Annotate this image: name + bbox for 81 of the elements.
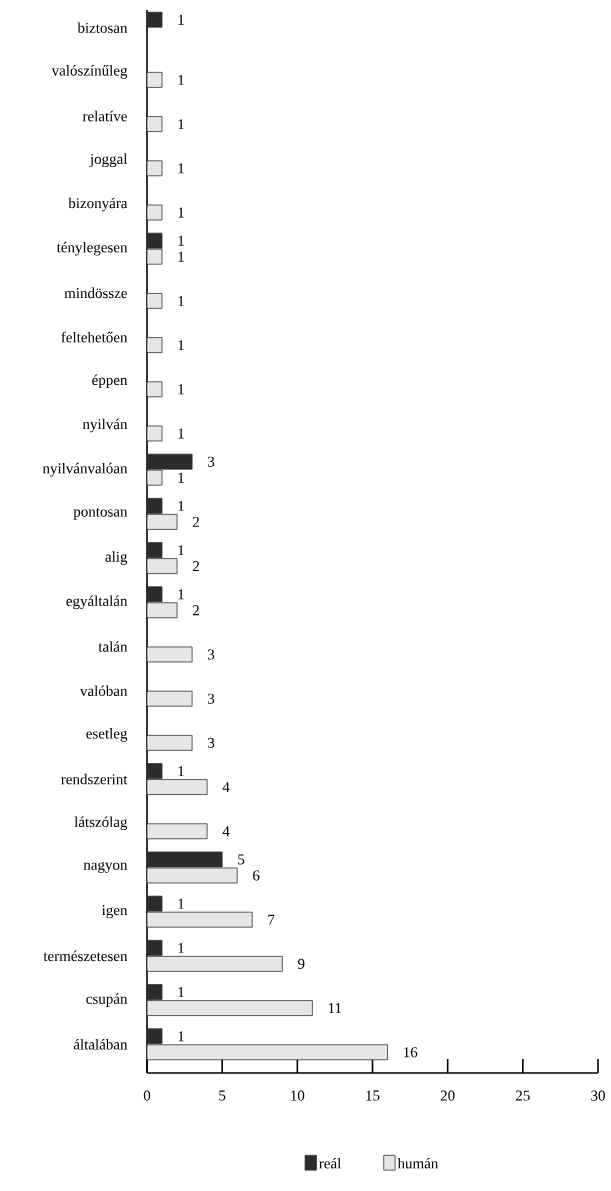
data-label: 1 xyxy=(178,545,184,556)
data-label: 2 xyxy=(192,516,199,527)
y-tick-label: egyáltalán xyxy=(66,595,128,610)
data-label: 1 xyxy=(178,14,184,25)
legend-label: reál xyxy=(319,1157,342,1169)
y-tick-label: valószínűleg xyxy=(51,65,128,79)
x-tick-label: 25 xyxy=(515,1090,530,1101)
data-label: 3 xyxy=(208,737,215,748)
x-tick-label: 20 xyxy=(440,1090,455,1101)
data-label: 1 xyxy=(178,1031,184,1042)
y-tick-label: pontosan xyxy=(73,508,128,520)
data-label: 1 xyxy=(178,942,184,953)
data-label: 3 xyxy=(208,649,215,660)
y-tick-label: ténylegesen xyxy=(56,241,128,256)
y-tick-label: éppen xyxy=(92,374,128,389)
y-tick-label: nyilván xyxy=(82,418,128,433)
y-tick-label: nyilvánvalóan xyxy=(42,462,128,477)
y-tick-label: rendszerint xyxy=(61,773,128,785)
y-tick-label: mindössze xyxy=(64,287,127,299)
bar xyxy=(146,204,163,221)
y-tick-label: nagyon xyxy=(83,862,128,873)
data-label: 1 xyxy=(178,589,184,600)
y-tick-label: joggal xyxy=(89,153,128,168)
data-label: 5 xyxy=(238,854,245,865)
bar xyxy=(146,337,163,353)
data-label: 1 xyxy=(178,500,184,511)
data-label: 11 xyxy=(328,1003,342,1014)
bar xyxy=(146,11,163,28)
data-label: 1 xyxy=(178,235,184,246)
data-label: 1 xyxy=(178,472,184,483)
data-label: 4 xyxy=(222,826,230,837)
data-label: 1 xyxy=(178,340,184,351)
x-tick-label: 5 xyxy=(219,1090,226,1101)
y-tick-label: biztosan xyxy=(77,22,128,33)
y-tick-label: relatíve xyxy=(82,110,127,122)
x-tick-label: 30 xyxy=(591,1090,605,1101)
bar xyxy=(146,160,163,177)
y-tick-label: alig xyxy=(105,551,128,565)
y-tick-label: csupán xyxy=(86,993,128,1007)
bar xyxy=(146,734,193,751)
y-tick-label: látszólag xyxy=(74,816,128,831)
data-label: 6 xyxy=(253,870,260,881)
data-label: 1 xyxy=(178,207,184,218)
data-label: 1 xyxy=(178,987,184,998)
y-tick-label: feltehetően xyxy=(61,331,128,343)
bar xyxy=(146,71,163,88)
bar xyxy=(146,381,163,398)
x-tick-label: 0 xyxy=(143,1090,151,1101)
data-label: 4 xyxy=(222,782,230,793)
bar xyxy=(146,292,163,309)
data-label: 7 xyxy=(268,914,275,925)
data-label: 3 xyxy=(208,456,215,467)
data-label: 1 xyxy=(178,898,184,909)
data-label: 1 xyxy=(178,766,184,777)
y-tick-label: talán xyxy=(98,641,128,652)
bar xyxy=(146,116,163,132)
data-label: 1 xyxy=(178,384,184,395)
data-label: 16 xyxy=(404,1047,418,1058)
y-tick-label: esetleg xyxy=(86,728,128,742)
y-tick-label: természetesen xyxy=(43,950,128,962)
bar xyxy=(146,690,193,707)
data-label: 3 xyxy=(208,693,215,704)
data-label: 1 xyxy=(178,119,184,130)
y-tick-label: bizonyára xyxy=(68,197,128,212)
data-label: 9 xyxy=(297,958,305,969)
bar xyxy=(146,646,193,663)
data-label: 1 xyxy=(178,163,184,174)
y-tick-label: igen xyxy=(101,905,128,919)
data-label: 1 xyxy=(178,295,184,306)
y-tick-label: általában xyxy=(73,1038,128,1050)
x-tick-label: 15 xyxy=(366,1090,380,1101)
data-label: 1 xyxy=(178,251,184,262)
data-label: 2 xyxy=(192,605,199,616)
bar xyxy=(146,823,208,840)
legend-label: humán xyxy=(397,1157,439,1169)
bar xyxy=(146,425,163,442)
x-tick-label: 10 xyxy=(291,1090,305,1101)
y-tick-label: valóban xyxy=(79,685,128,696)
data-label: 2 xyxy=(192,561,199,572)
data-label: 1 xyxy=(178,74,184,85)
data-label: 1 xyxy=(178,428,184,439)
